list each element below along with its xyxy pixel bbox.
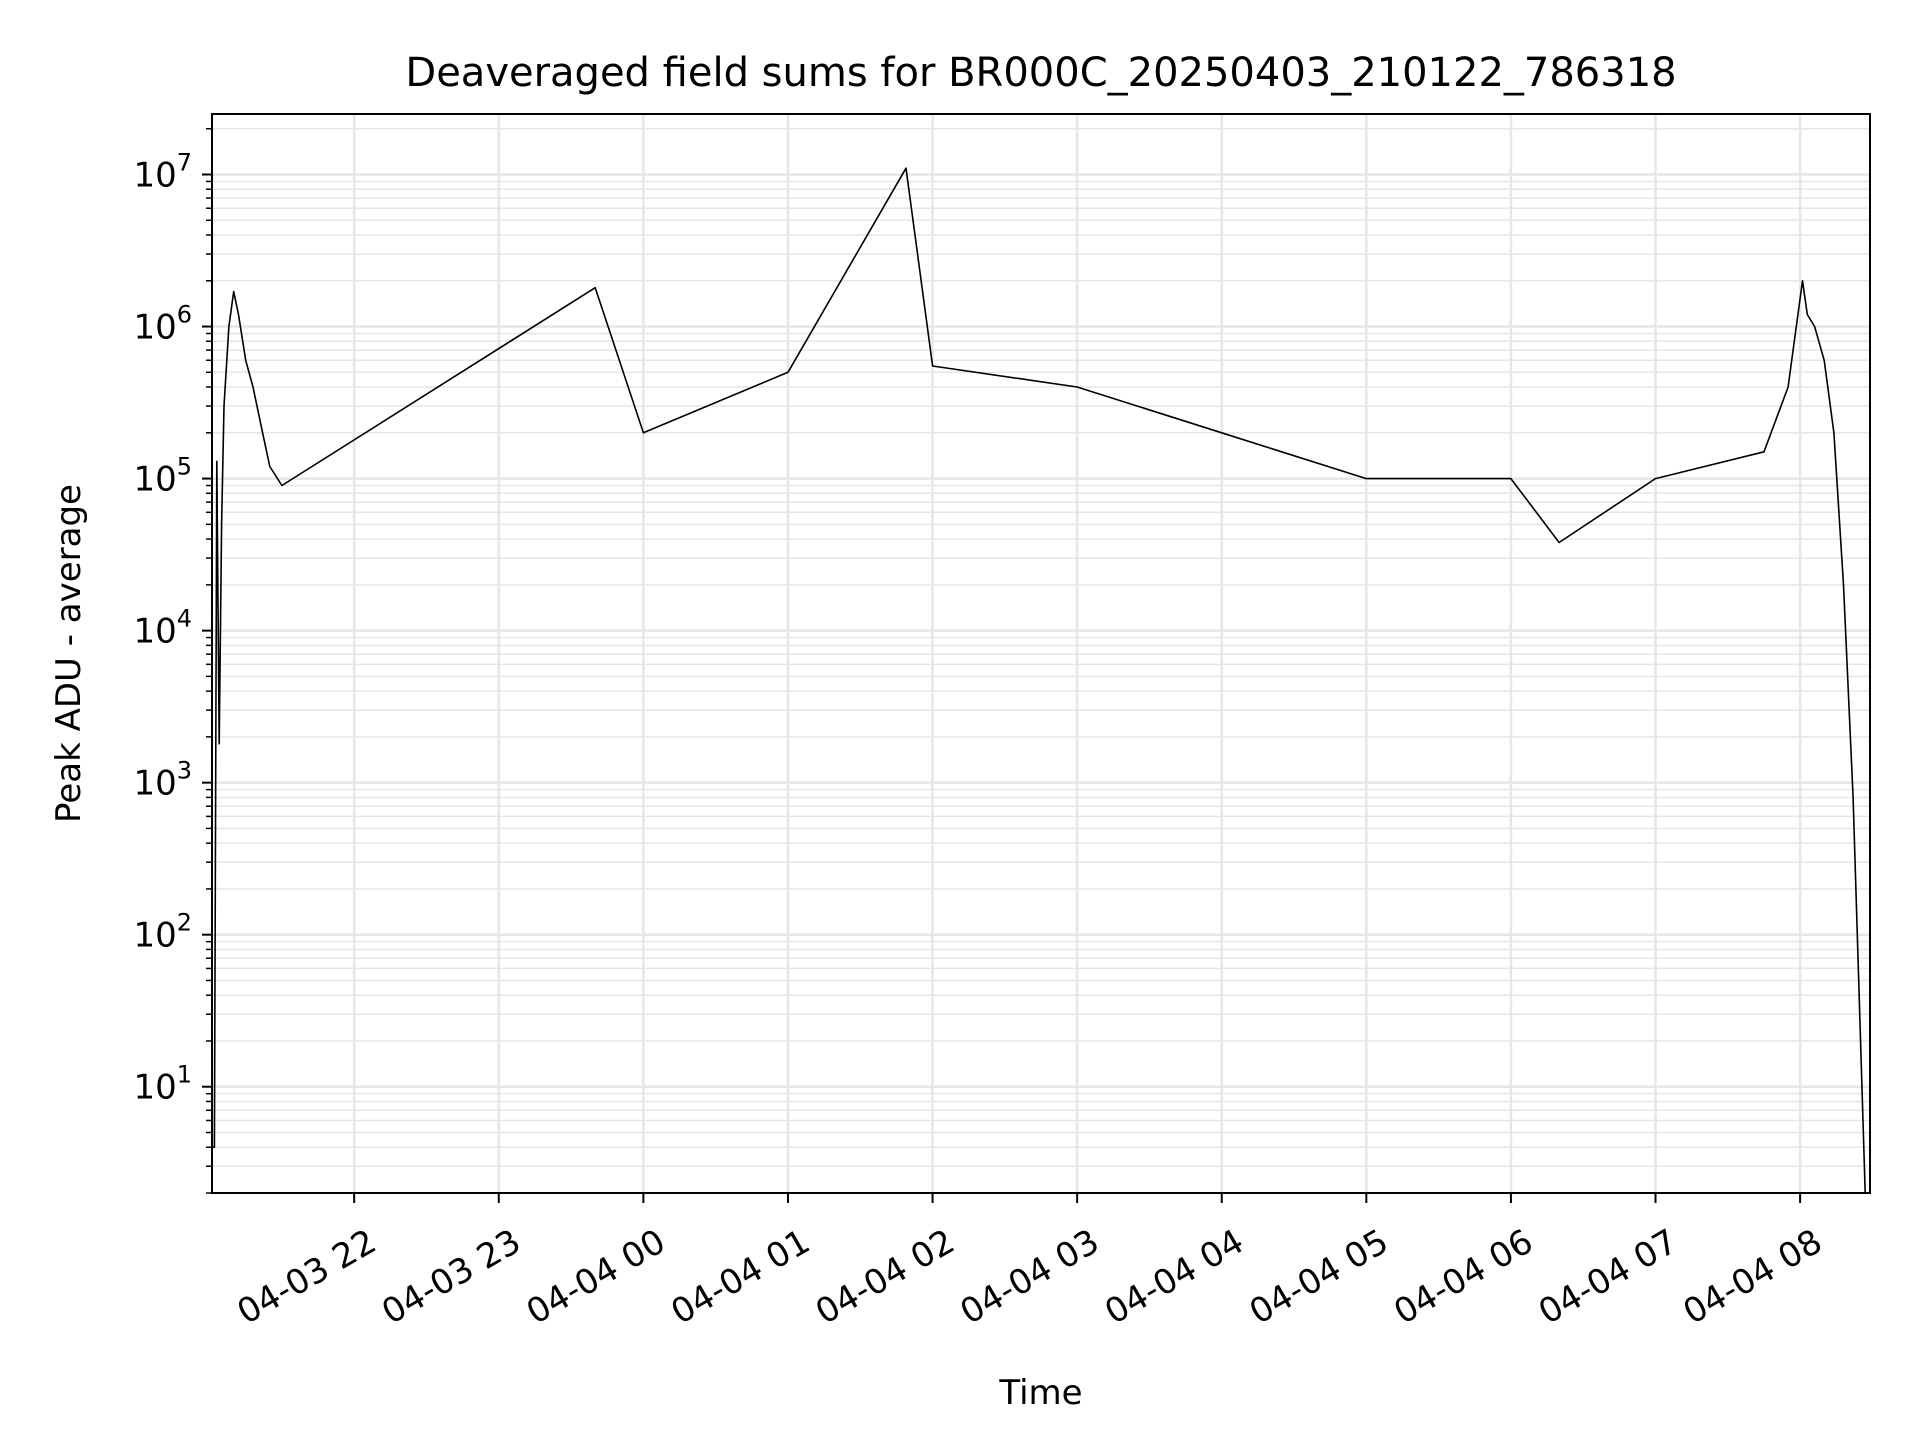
y-tick-label: 105 [133, 453, 192, 500]
y-axis-label: Peak ADU - average [49, 484, 89, 823]
y-tick-label: 101 [133, 1061, 192, 1108]
y-tick-label: 106 [133, 301, 192, 348]
series-layer [212, 167, 1866, 1194]
y-tick-label: 107 [133, 149, 192, 196]
y-tick-label: 102 [133, 909, 192, 956]
grid [212, 114, 1870, 1194]
series-line-0 [212, 167, 1866, 1194]
y-tick-label: 104 [133, 605, 192, 652]
chart-title: Deaveraged field sums for BR000C_2025040… [405, 50, 1676, 96]
x-axis-label: Time [998, 1373, 1082, 1413]
y-tick-label: 103 [133, 757, 192, 804]
